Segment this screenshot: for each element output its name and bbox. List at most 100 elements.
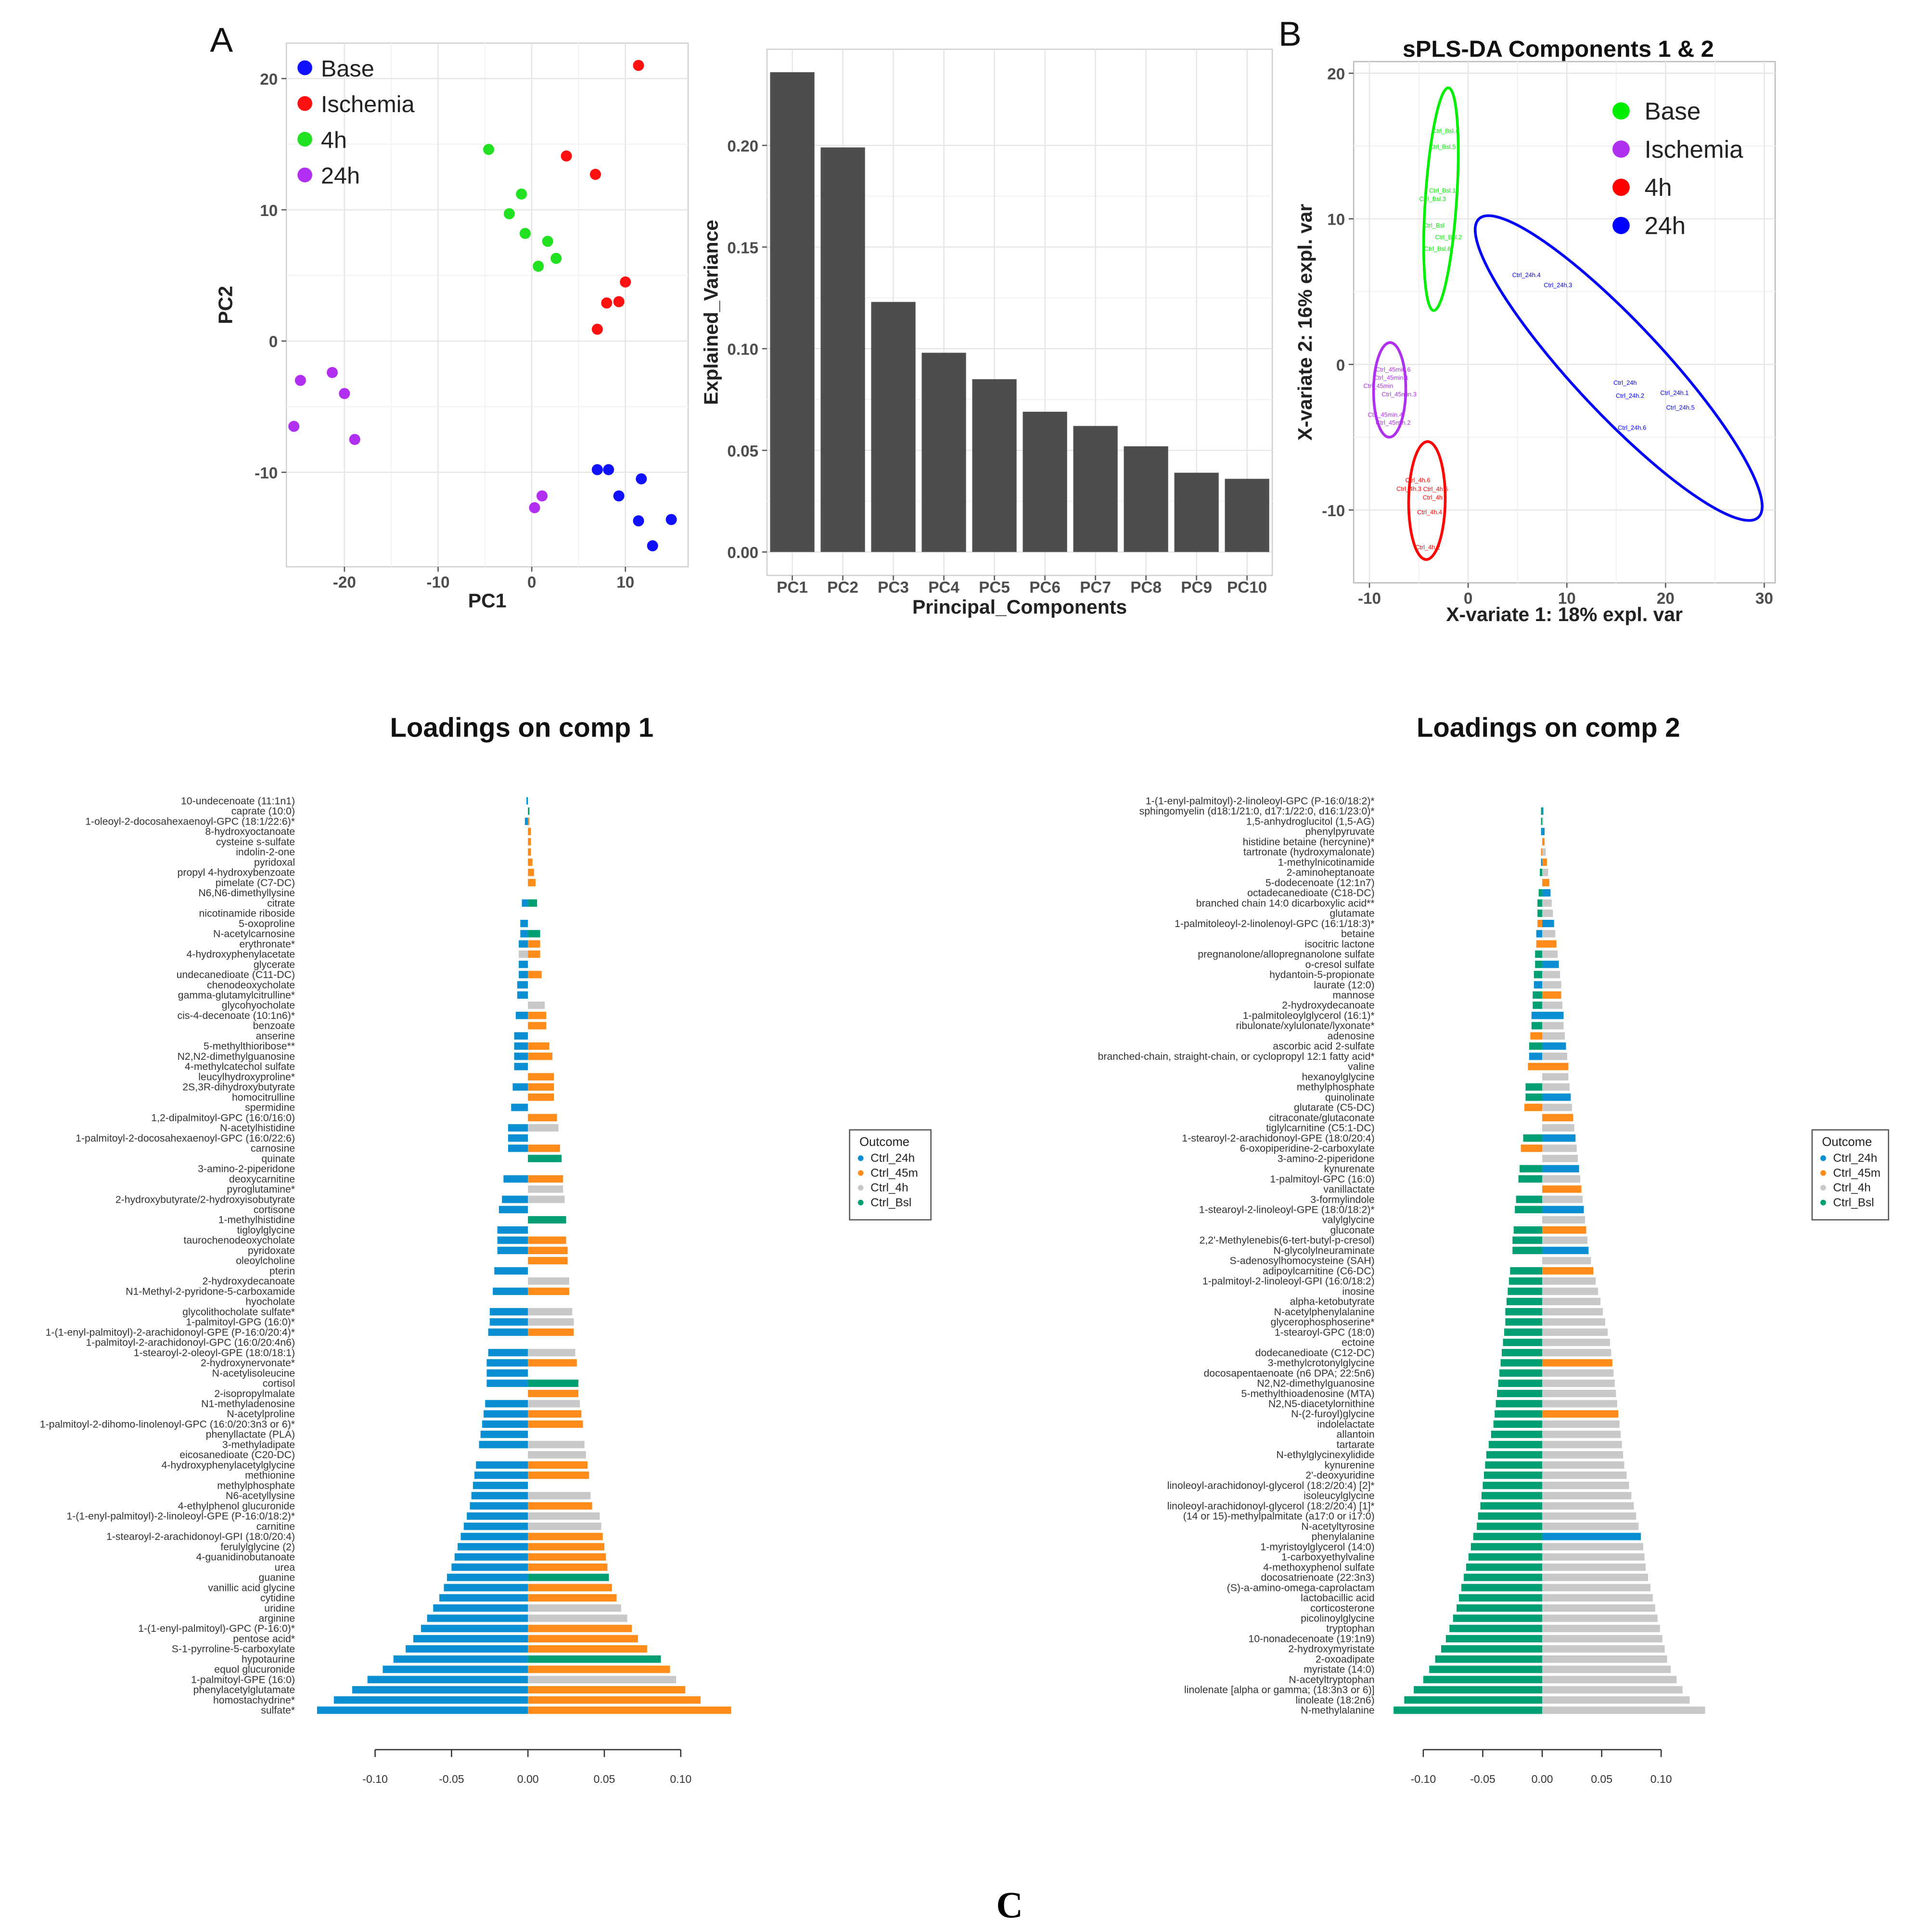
loading-bar-positive xyxy=(1542,1676,1677,1683)
loading-bar-negative xyxy=(333,1696,528,1704)
legend-label: Ctrl_Bsl xyxy=(870,1196,911,1209)
variable-label: 1-stearoyl-2-arachidonoyl-GPI (18:0/20:4… xyxy=(106,1531,295,1542)
y-tick-label: 20 xyxy=(260,71,278,89)
loading-bar-positive xyxy=(1542,1175,1581,1183)
panel-label-a: A xyxy=(210,21,233,60)
confidence-ellipse-base xyxy=(1422,86,1460,312)
legend-key-4h xyxy=(1612,178,1630,196)
loading-bar-negative xyxy=(503,1175,528,1183)
x-axis-title: PC1 xyxy=(468,590,507,612)
loading-bar-positive xyxy=(1542,1574,1649,1581)
loading-bar-negative xyxy=(454,1553,528,1561)
loading-bar-positive xyxy=(1542,1451,1624,1459)
loading-bar-negative xyxy=(486,1379,528,1387)
bar-pc7 xyxy=(1073,426,1118,552)
x-tick-label: PC9 xyxy=(1181,579,1212,597)
point-ischemia xyxy=(589,168,601,180)
loading-bar-positive xyxy=(1542,1471,1627,1479)
variable-label: caprate (10:0) xyxy=(231,805,295,817)
point-24h xyxy=(339,388,350,399)
variable-label: myristate (14:0) xyxy=(1304,1664,1375,1675)
loading-bar-negative xyxy=(383,1665,528,1673)
loading-bar-negative xyxy=(489,1308,528,1316)
variable-label: 4-methoxyphenol sulfate xyxy=(1263,1562,1375,1573)
loading-bar-positive xyxy=(528,807,530,815)
loading-bar-positive xyxy=(1542,1083,1570,1091)
loading-bar-positive xyxy=(528,1604,621,1612)
loading-bar-positive xyxy=(1542,1461,1624,1469)
splsda-plot: sPLS-DA Components 1 & 2 -10 0 10 20 30 -10 0 1… xyxy=(1294,36,1776,625)
variable-label: 8-hydroxyoctanoate xyxy=(205,826,295,838)
loading-bar-negative xyxy=(1493,1420,1543,1428)
loading-bar-positive xyxy=(1542,1185,1582,1193)
loading-bar-negative xyxy=(444,1584,528,1591)
variable-label: glutamate xyxy=(1330,908,1374,919)
loading-bar-positive xyxy=(528,1012,547,1019)
legend-label: 24h xyxy=(1645,212,1686,240)
loading-bar-negative xyxy=(1504,1328,1543,1336)
variable-label: tartarate xyxy=(1337,1439,1375,1450)
plot-panel xyxy=(1353,61,1776,584)
loading-bar-negative xyxy=(473,1482,528,1489)
loading-bar-positive xyxy=(1542,1543,1644,1551)
legend-label: Ctrl_Bsl xyxy=(1833,1196,1874,1209)
loading-bar-negative xyxy=(471,1492,528,1500)
loading-bar-negative xyxy=(433,1604,528,1612)
legend-key-24h xyxy=(1820,1155,1826,1161)
variable-label: N6,N6-dimethyllysine xyxy=(198,887,295,899)
loading-bar-negative xyxy=(1486,1451,1543,1459)
loading-bar-negative xyxy=(1500,1359,1543,1367)
variable-label: cortisol xyxy=(263,1378,295,1389)
x-tick-label: 0.00 xyxy=(517,1773,539,1785)
loading-bar-positive xyxy=(528,1502,592,1510)
loading-bar-positive xyxy=(1542,940,1557,948)
variable-label: 2-hydroxydecanoate xyxy=(1282,1000,1375,1011)
variable-label: ectoine xyxy=(1342,1337,1375,1348)
variable-label: branched chain 14:0 dicarboxylic acid** xyxy=(1196,897,1375,909)
loading-bar-positive xyxy=(528,1410,582,1418)
x-tick-label: -0.10 xyxy=(362,1773,388,1785)
variable-label: alpha-ketobutyrate xyxy=(1290,1296,1375,1308)
sample-label: Ctrl_24h.3 xyxy=(1544,281,1572,289)
variable-label: 5-oxoproline xyxy=(239,918,295,929)
legend-label: Ctrl_4h xyxy=(870,1182,908,1195)
loading-bar-positive xyxy=(528,1073,554,1080)
variable-label: S-1-pyrroline-5-carboxylate xyxy=(172,1643,295,1655)
loading-bar-positive xyxy=(528,1533,603,1540)
point-ischemia xyxy=(633,60,644,71)
loading-bar-negative xyxy=(474,1471,528,1479)
loading-bar-positive xyxy=(528,1553,606,1561)
loading-bar-positive xyxy=(528,1563,608,1571)
sample-label: Ctrl_24h.1 xyxy=(1660,389,1688,396)
point-base xyxy=(636,473,647,484)
loading-bar-positive xyxy=(1542,1523,1639,1530)
loading-bar-positive xyxy=(1542,1226,1586,1234)
y-tick-label: 0.10 xyxy=(727,341,758,359)
variable-label: pyroglutamine* xyxy=(227,1183,295,1195)
loading-bar-negative xyxy=(1478,1512,1543,1520)
point-ischemia xyxy=(561,150,572,162)
variable-label: valine xyxy=(1348,1061,1375,1072)
legend-label: Ischemia xyxy=(1645,136,1743,163)
loading-bar-negative xyxy=(1541,848,1543,856)
loading-bar-positive xyxy=(1542,1400,1617,1408)
variable-label: adenosine xyxy=(1328,1030,1375,1042)
legend-key-bsl xyxy=(857,1199,864,1206)
loading-bar-positive xyxy=(1542,858,1547,866)
sample-label: Ctrl_45min.4 xyxy=(1368,411,1403,418)
variable-label: phenylpyruvate xyxy=(1305,826,1375,838)
variable-label: 2-aminoheptanoate xyxy=(1287,867,1375,878)
variable-label: ribulonate/xylulonate/lyxonate* xyxy=(1236,1020,1374,1031)
variable-label: 1-oleoyl-2-docosahexaenoyl-GPC (18:1/22:… xyxy=(85,815,295,827)
loading-bar-negative xyxy=(1509,1277,1543,1285)
loading-bar-positive xyxy=(528,1083,554,1091)
loading-bar-negative xyxy=(1435,1655,1543,1663)
loading-bar-negative xyxy=(1523,1134,1543,1142)
loading-bar-positive xyxy=(1542,868,1548,877)
loading-bar-positive xyxy=(1542,1073,1569,1080)
loading-bar-negative xyxy=(499,1206,528,1214)
loading-bar-positive xyxy=(528,1420,583,1428)
loading-bar-positive xyxy=(528,1216,566,1224)
variable-label: tartronate (hydroxymalonate) xyxy=(1243,846,1375,858)
variable-label: 1-(1-enyl-palmitoyl)-2-arachidonoyl-GPE … xyxy=(46,1326,295,1338)
